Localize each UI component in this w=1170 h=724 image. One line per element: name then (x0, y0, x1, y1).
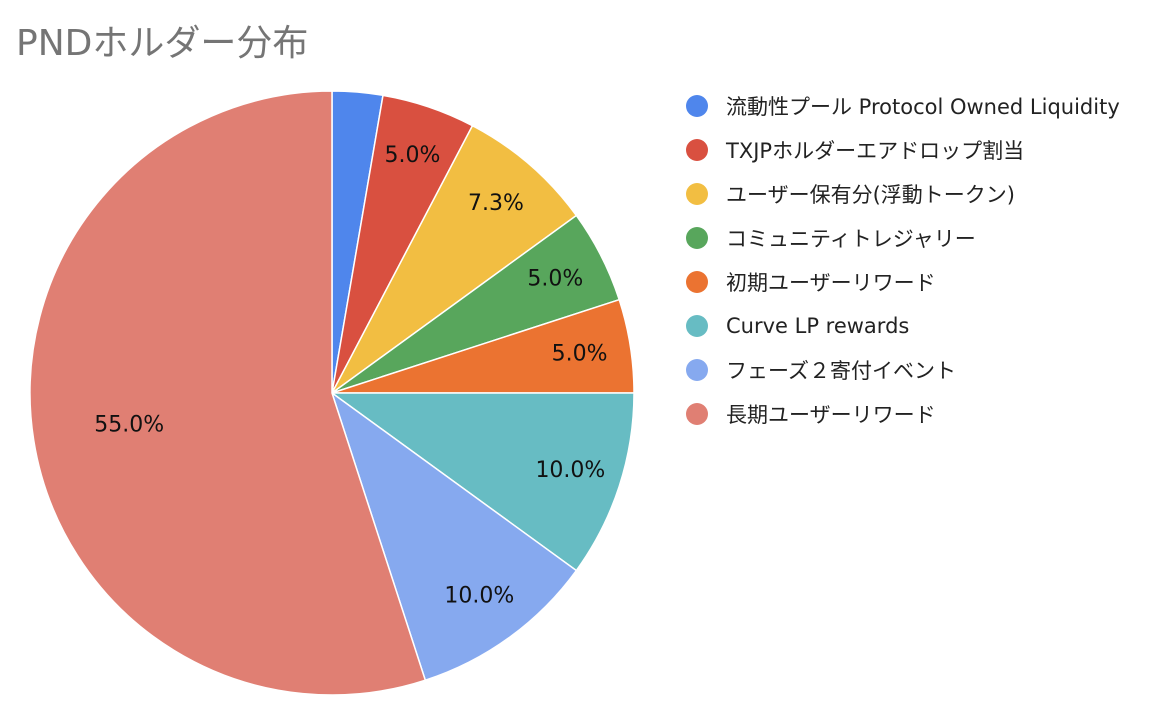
legend-swatch-icon (686, 315, 708, 337)
pie-slice[interactable] (330, 391, 578, 682)
legend-item[interactable]: 初期ユーザーリワード (686, 260, 1120, 304)
legend-item[interactable]: 流動性プール Protocol Owned Liquidity (686, 84, 1120, 128)
legend-swatch-icon (686, 95, 708, 117)
legend-label: 流動性プール Protocol Owned Liquidity (726, 95, 1120, 119)
legend-label: 長期ユーザーリワード (726, 403, 936, 427)
slice-data-label: 10.0% (444, 583, 514, 608)
slice-data-label: 10.0% (535, 458, 605, 483)
slice-data-label: 5.0% (552, 341, 608, 366)
legend-label: フェーズ２寄付イベント (726, 359, 956, 383)
legend-swatch-icon (686, 271, 708, 293)
legend-label: TXJPホルダーエアドロップ割当 (726, 139, 1025, 163)
legend-label: コミュニティトレジャリー (726, 227, 976, 251)
pie-slice[interactable] (29, 90, 427, 696)
legend: 流動性プール Protocol Owned Liquidity TXJPホルダーエ… (686, 84, 1120, 436)
legend-item[interactable]: Curve LP rewards (686, 304, 1120, 348)
chart-title: PNDホルダー分布 (16, 23, 309, 64)
slice-data-label: 5.0% (384, 143, 440, 168)
slice-data-label: 5.0% (527, 267, 583, 292)
legend-swatch-icon (686, 139, 708, 161)
legend-item[interactable]: フェーズ２寄付イベント (686, 348, 1120, 392)
legend-swatch-icon (686, 403, 708, 425)
legend-swatch-icon (686, 183, 708, 205)
legend-label: 初期ユーザーリワード (726, 271, 936, 295)
legend-label: ユーザー保有分(浮動トークン) (726, 183, 1015, 207)
legend-item[interactable]: ユーザー保有分(浮動トークン) (686, 172, 1120, 216)
slice-data-label: 55.0% (94, 413, 164, 438)
slice-data-label: 7.3% (468, 191, 524, 216)
legend-item[interactable]: 長期ユーザーリワード (686, 392, 1120, 436)
pie-slice[interactable] (329, 392, 635, 572)
legend-swatch-icon (686, 359, 708, 381)
legend-item[interactable]: コミュニティトレジャリー (686, 216, 1120, 260)
legend-swatch-icon (686, 227, 708, 249)
pie-slice[interactable] (331, 124, 578, 394)
legend-item[interactable]: TXJPホルダーエアドロップ割当 (686, 128, 1120, 172)
legend-label: Curve LP rewards (726, 314, 910, 338)
